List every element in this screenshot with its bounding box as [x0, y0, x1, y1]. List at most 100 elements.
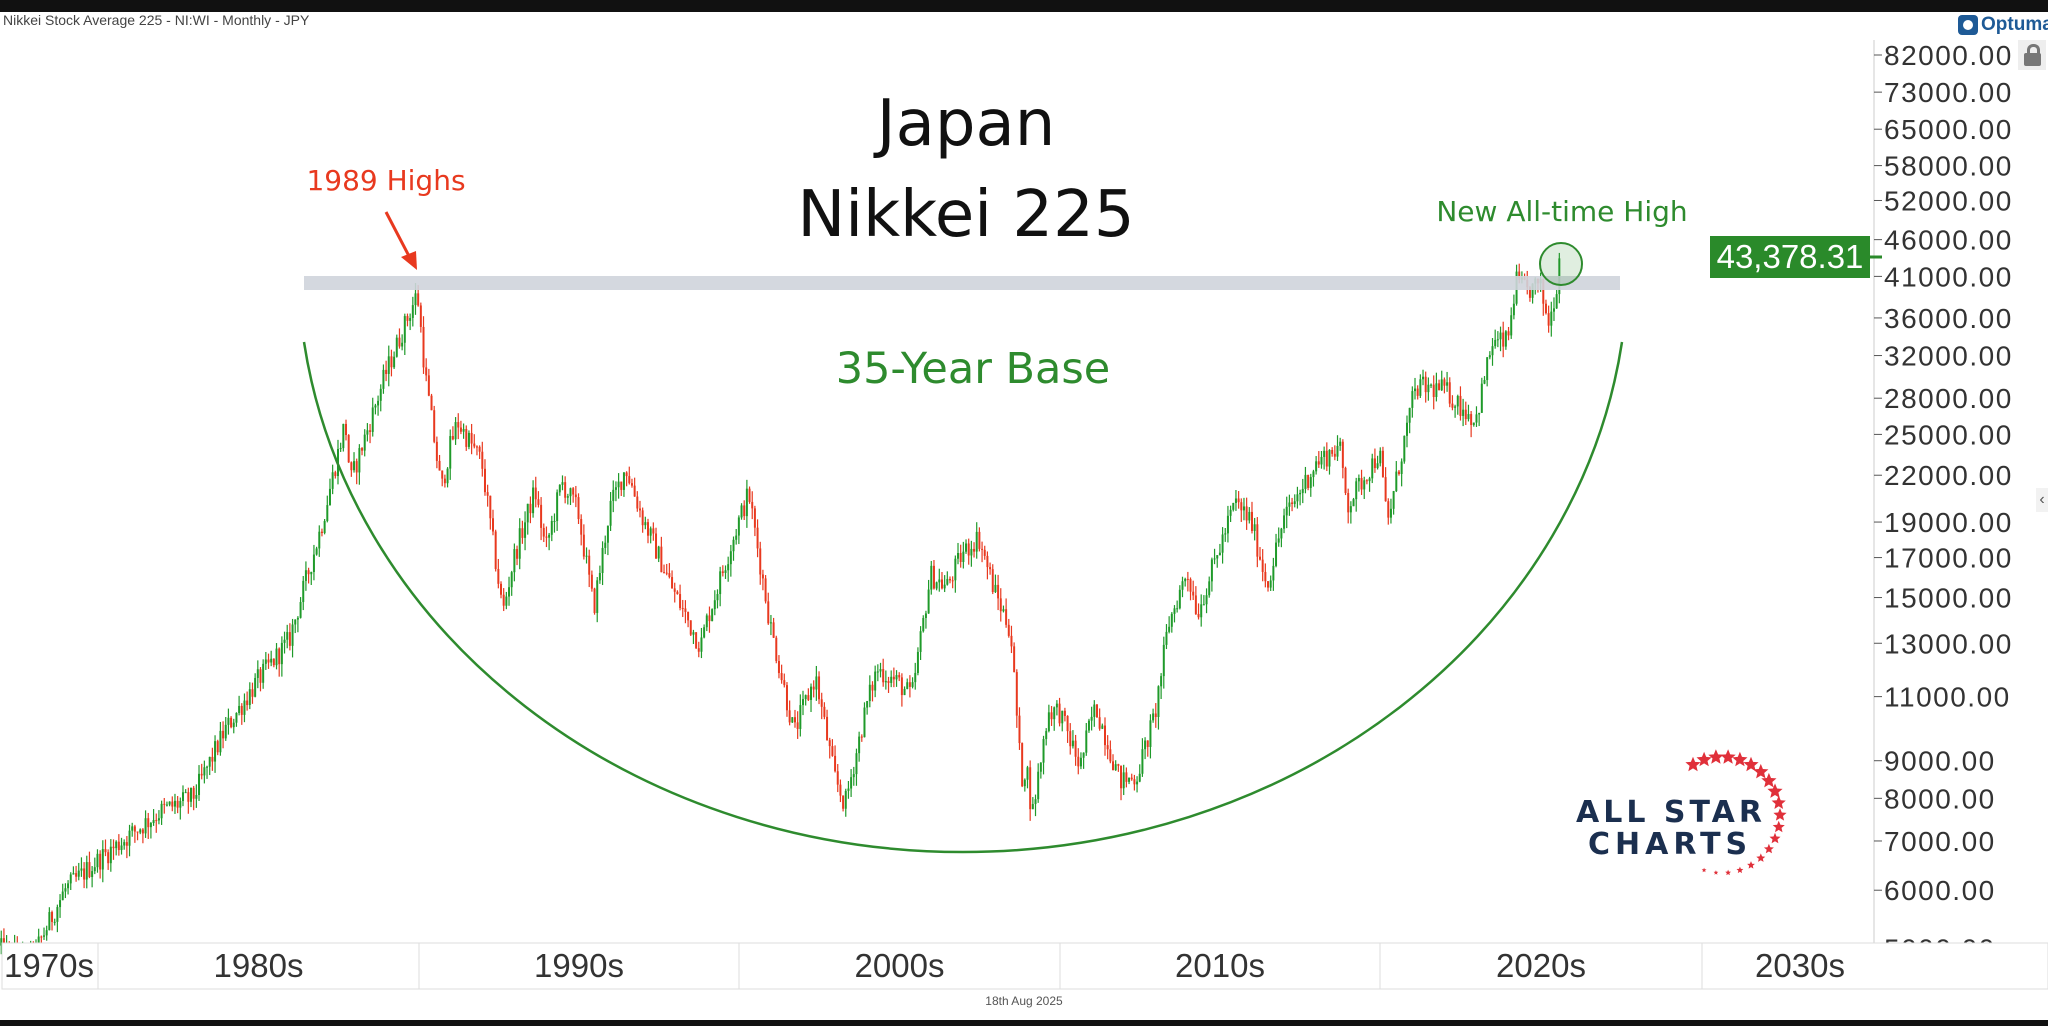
- candle-body: [804, 695, 807, 700]
- candle: [508, 576, 511, 606]
- candle: [713, 590, 716, 616]
- candle-body: [1408, 407, 1411, 423]
- candle: [1277, 527, 1280, 547]
- candle: [157, 810, 160, 825]
- candle-body: [574, 494, 577, 498]
- x-tick-label: 2000s: [855, 947, 945, 984]
- candle-body: [403, 316, 406, 343]
- candle: [1253, 517, 1256, 541]
- candle-body: [647, 522, 650, 536]
- candle: [144, 810, 147, 838]
- y-tick-label: 73000.00: [1884, 77, 2013, 108]
- candle: [1152, 708, 1155, 723]
- candle-body: [128, 830, 131, 846]
- candle-body: [1323, 450, 1326, 457]
- candle: [163, 797, 166, 814]
- candle-body: [1184, 578, 1187, 582]
- candle-body: [652, 528, 655, 534]
- candle-body: [51, 912, 54, 922]
- candle-body: [721, 571, 724, 573]
- candle-body: [1069, 731, 1072, 747]
- candle-body: [791, 717, 794, 723]
- candle-body: [224, 724, 227, 739]
- candle: [369, 423, 372, 444]
- candle: [1333, 445, 1336, 461]
- candle: [1218, 543, 1221, 556]
- candle-body: [1486, 357, 1489, 380]
- candle: [272, 658, 275, 668]
- star-icon: [1763, 843, 1774, 854]
- candle: [550, 515, 553, 542]
- lock-icon[interactable]: [2018, 40, 2046, 70]
- candle-body: [1055, 703, 1058, 708]
- candle: [1344, 466, 1347, 496]
- candle: [1093, 700, 1096, 727]
- candle: [1379, 447, 1382, 467]
- candle-body: [612, 489, 615, 501]
- candle: [120, 837, 123, 855]
- candle-body: [663, 572, 666, 574]
- candle: [1013, 642, 1016, 673]
- candle: [393, 351, 396, 369]
- candle-body: [1357, 477, 1360, 482]
- candle-body: [871, 684, 874, 691]
- candle-body: [219, 730, 222, 753]
- candle-body: [802, 699, 805, 706]
- candle: [780, 664, 783, 684]
- candle: [75, 865, 78, 882]
- candle-body: [235, 712, 238, 723]
- candle: [954, 555, 957, 593]
- candle-body: [940, 579, 943, 589]
- candle: [1478, 412, 1481, 427]
- candle: [916, 647, 919, 676]
- candle: [673, 582, 676, 603]
- candle-body: [366, 430, 369, 435]
- candle-body: [449, 436, 452, 469]
- candle-body: [347, 435, 350, 463]
- candle: [1055, 700, 1058, 716]
- candle-body: [668, 573, 671, 578]
- chevron-left-icon[interactable]: ‹: [2036, 488, 2048, 512]
- candle-body: [1021, 743, 1024, 787]
- candle-body: [866, 701, 869, 708]
- candle-body: [467, 432, 470, 447]
- candle-body: [1542, 278, 1545, 304]
- candle-body: [681, 608, 684, 610]
- candle-body: [184, 792, 187, 794]
- candle: [1411, 386, 1414, 418]
- candle: [1079, 752, 1082, 770]
- candle: [109, 839, 112, 872]
- candle: [401, 334, 404, 351]
- candle: [478, 445, 481, 459]
- candle-body: [537, 499, 540, 505]
- candle-body: [1275, 542, 1278, 566]
- candle-body: [1277, 538, 1280, 543]
- candle: [256, 660, 259, 689]
- candle-body: [230, 717, 233, 728]
- candle-body: [892, 676, 895, 680]
- candle-body: [585, 555, 588, 557]
- candle: [1320, 450, 1323, 469]
- y-tick-label: 7000.00: [1884, 826, 1996, 857]
- candle: [1459, 386, 1462, 421]
- candle-body: [240, 705, 243, 715]
- candle-body: [254, 677, 257, 697]
- candle-body: [1178, 589, 1181, 609]
- candle: [1304, 466, 1307, 494]
- candle: [165, 801, 168, 807]
- candle: [1133, 774, 1136, 791]
- candle-body: [200, 773, 203, 776]
- candle: [502, 588, 505, 612]
- candle: [307, 567, 310, 584]
- candle-body: [1432, 384, 1435, 397]
- candle-body: [863, 707, 866, 738]
- candle: [1360, 469, 1363, 495]
- candle-body: [1531, 283, 1534, 298]
- candle: [312, 544, 315, 581]
- candle: [475, 445, 478, 456]
- candle: [1475, 406, 1478, 427]
- candle-body: [1002, 609, 1005, 612]
- candle: [326, 495, 329, 523]
- candle-body: [954, 558, 957, 581]
